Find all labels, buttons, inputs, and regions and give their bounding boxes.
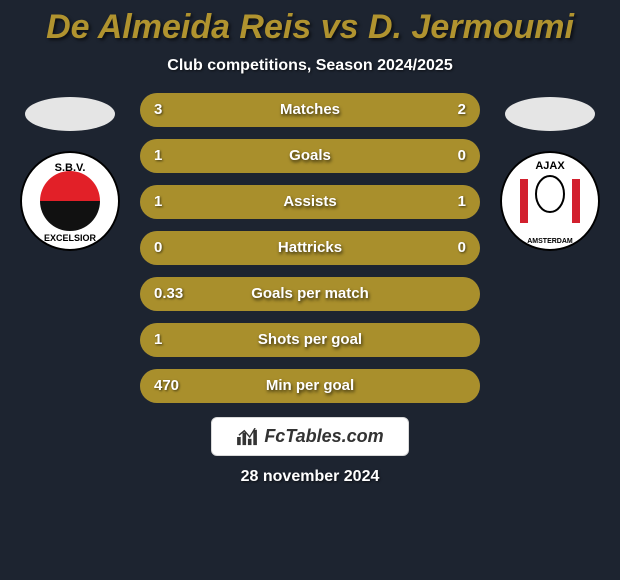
comparison-card: De Almeida Reis vs D. Jermoumi Club comp… (0, 0, 620, 580)
stat-bar-left (140, 277, 480, 311)
page-title: De Almeida Reis vs D. Jermoumi (0, 0, 620, 47)
stats-column: 32Matches10Goals11Assists00Hattricks0.33… (140, 93, 480, 403)
svg-text:S.B.V.: S.B.V. (55, 162, 86, 174)
excelsior-badge-svg: S.B.V. EXCELSIOR (20, 151, 120, 251)
stat-row: 470Min per goal (140, 369, 480, 403)
brand-label: FcTables.com (264, 426, 383, 447)
stat-bar-right (310, 231, 480, 265)
stat-bar-left (140, 139, 405, 173)
stat-bar-right (405, 139, 480, 173)
svg-text:AJAX: AJAX (535, 160, 565, 172)
stat-row: 0.33Goals per match (140, 277, 480, 311)
stat-bar-left (140, 369, 480, 403)
left-club-badge: S.B.V. EXCELSIOR (20, 151, 120, 251)
chart-icon (236, 428, 258, 446)
stat-row: 1Shots per goal (140, 323, 480, 357)
subtitle: Club competitions, Season 2024/2025 (0, 57, 620, 75)
ajax-badge-svg: AJAX AMSTERDAM (500, 151, 600, 251)
left-player-avatar (25, 97, 115, 131)
svg-text:EXCELSIOR: EXCELSIOR (44, 233, 97, 243)
stat-bar-left (140, 231, 310, 265)
stat-row: 32Matches (140, 93, 480, 127)
right-player-column: AJAX AMSTERDAM (490, 93, 610, 403)
stat-value-right: 0 (458, 231, 466, 265)
stat-value-left: 1 (154, 185, 162, 219)
stat-value-left: 1 (154, 323, 162, 357)
comparison-body: S.B.V. EXCELSIOR 32Matches10Goals11Assis… (0, 93, 620, 403)
stat-value-left: 3 (154, 93, 162, 127)
stat-bar-left (140, 323, 480, 357)
stat-value-left: 0.33 (154, 277, 183, 311)
stat-row: 11Assists (140, 185, 480, 219)
footer-date: 28 november 2024 (0, 468, 620, 486)
right-club-badge: AJAX AMSTERDAM (500, 151, 600, 251)
stat-row: 00Hattricks (140, 231, 480, 265)
left-player-column: S.B.V. EXCELSIOR (10, 93, 130, 403)
stat-bar-left (140, 93, 344, 127)
stat-bar-left (140, 185, 310, 219)
stat-value-right: 1 (458, 185, 466, 219)
stat-value-left: 470 (154, 369, 179, 403)
svg-text:AMSTERDAM: AMSTERDAM (527, 238, 573, 245)
stat-row: 10Goals (140, 139, 480, 173)
right-player-avatar (505, 97, 595, 131)
stat-value-right: 0 (458, 139, 466, 173)
stat-bar-right (310, 185, 480, 219)
stat-value-left: 1 (154, 139, 162, 173)
stat-value-left: 0 (154, 231, 162, 265)
stat-value-right: 2 (458, 93, 466, 127)
brand-badge[interactable]: FcTables.com (211, 417, 408, 456)
